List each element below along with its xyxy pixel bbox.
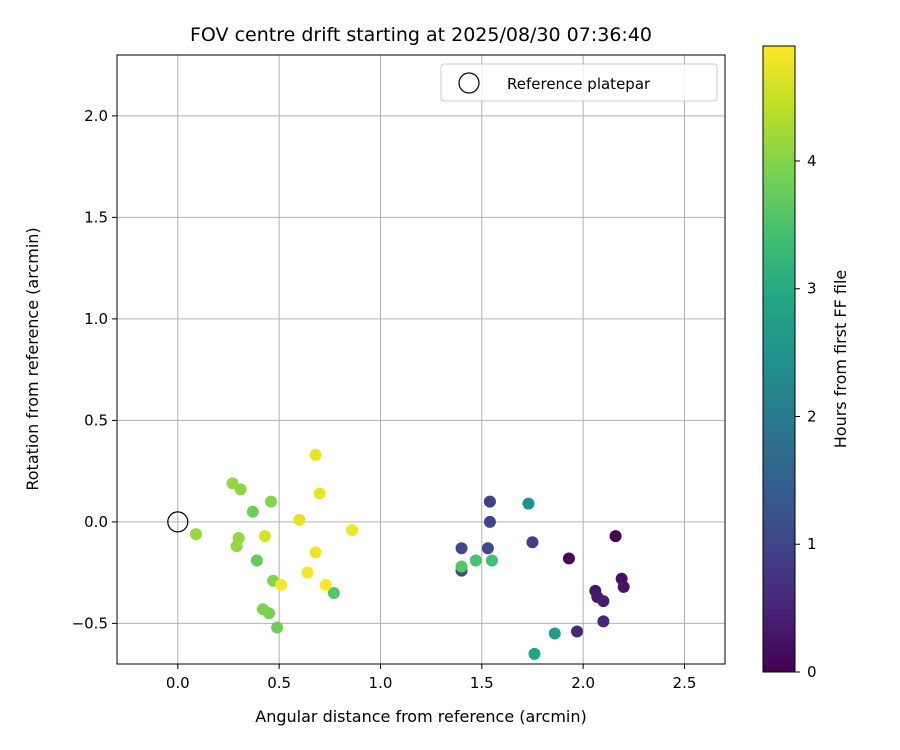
y-tick-label: 1.5	[84, 208, 108, 226]
grid-lines	[117, 55, 725, 664]
data-point	[301, 566, 314, 579]
data-point	[455, 560, 468, 573]
colorbar-tick-label: 1	[807, 535, 817, 553]
data-point	[526, 536, 539, 549]
colorbar-tick-label: 0	[807, 663, 817, 681]
data-point	[597, 595, 610, 608]
data-point	[522, 497, 535, 510]
reference-platepar-marker	[167, 511, 189, 533]
colorbar-tick-label: 2	[807, 407, 817, 425]
data-point	[483, 495, 496, 508]
plot-frame	[116, 54, 726, 665]
data-point	[319, 578, 332, 591]
data-point	[483, 515, 496, 528]
data-point	[597, 615, 610, 628]
colorbar: 0 1 2 3 4 Hours from first FF file	[762, 45, 850, 681]
x-tick-label: 0.5	[267, 674, 291, 692]
data-points	[190, 448, 630, 660]
data-point	[256, 603, 269, 616]
data-point	[226, 477, 239, 490]
legend-open-circle-icon	[458, 72, 480, 94]
data-point	[258, 530, 271, 543]
data-point	[327, 586, 340, 599]
x-tick-label: 2.0	[571, 674, 595, 692]
x-tick-label: 1.5	[470, 674, 494, 692]
data-point	[562, 552, 575, 565]
colorbar-ticks: 0 1 2 3 4	[795, 152, 817, 681]
data-point	[469, 554, 482, 567]
data-point	[246, 505, 259, 518]
data-point	[481, 542, 494, 555]
data-point	[609, 530, 622, 543]
data-point	[346, 524, 359, 537]
y-tick-label: 0.5	[84, 411, 108, 429]
chart-title: FOV centre drift starting at 2025/08/30 …	[190, 24, 652, 46]
legend: Reference platepar	[440, 63, 718, 102]
reference-marker-group	[167, 511, 189, 533]
legend-label: Reference platepar	[507, 75, 651, 93]
data-point	[313, 487, 326, 500]
colorbar-label: Hours from first FF file	[831, 270, 850, 449]
data-point	[275, 578, 288, 591]
y-tick-label: 1.0	[84, 310, 108, 328]
y-axis-label: Rotation from reference (arcmin)	[23, 227, 42, 490]
x-axis-label: Angular distance from reference (arcmin)	[255, 707, 586, 726]
data-point	[309, 546, 322, 559]
legend-box	[440, 63, 718, 102]
x-axis-ticks: 0.0 0.5 1.0 1.5 2.0 2.5	[166, 664, 697, 692]
data-point	[190, 528, 203, 541]
data-point	[309, 448, 322, 461]
y-tick-label: 0.0	[84, 513, 108, 531]
data-point	[548, 627, 561, 640]
data-point	[485, 554, 498, 567]
colorbar-tick-label: 3	[807, 280, 817, 298]
data-point	[250, 554, 263, 567]
data-point	[265, 495, 278, 508]
x-tick-label: 1.0	[369, 674, 393, 692]
y-axis-ticks: −0.5 0.0 0.5 1.0 1.5 2.0	[72, 107, 117, 632]
data-point	[271, 621, 284, 634]
data-point	[455, 542, 468, 555]
colorbar-tick-label: 4	[807, 152, 817, 170]
x-tick-label: 0.0	[166, 674, 190, 692]
y-tick-label: 2.0	[84, 107, 108, 125]
colorbar-gradient	[762, 45, 796, 673]
data-point	[571, 625, 584, 638]
data-point	[230, 540, 243, 553]
y-tick-label: −0.5	[72, 614, 108, 632]
data-point	[528, 647, 541, 660]
data-point	[617, 580, 630, 593]
data-point	[293, 513, 306, 526]
x-tick-label: 2.5	[673, 674, 697, 692]
